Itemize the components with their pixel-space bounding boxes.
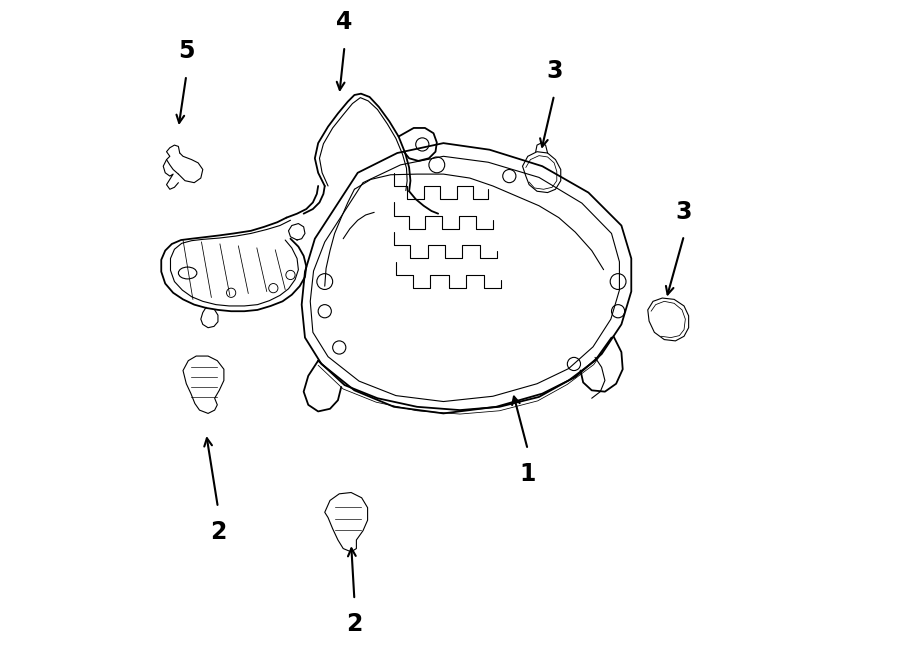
Text: 2: 2	[210, 520, 226, 544]
Text: 2: 2	[346, 612, 363, 636]
Text: 3: 3	[546, 59, 562, 83]
Text: 5: 5	[178, 39, 194, 64]
Text: 4: 4	[337, 11, 353, 34]
Text: 1: 1	[519, 461, 536, 485]
Text: 3: 3	[676, 199, 692, 224]
